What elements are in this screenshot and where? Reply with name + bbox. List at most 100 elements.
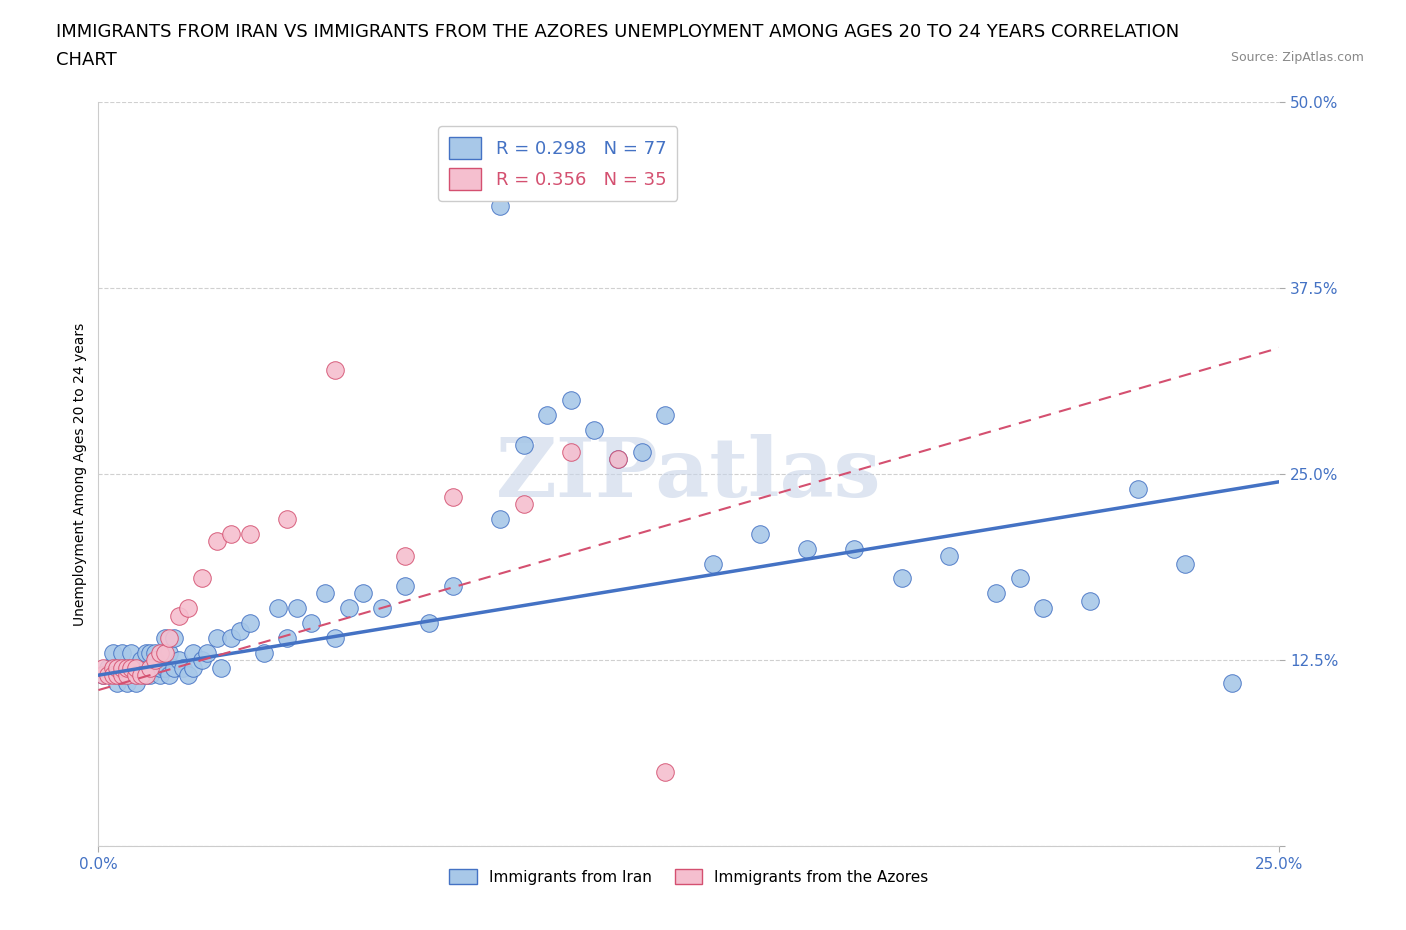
Text: ZIPatlas: ZIPatlas <box>496 434 882 514</box>
Point <box>191 653 214 668</box>
Point <box>654 764 676 779</box>
Point <box>163 660 186 675</box>
Point <box>135 668 157 683</box>
Point <box>157 631 180 645</box>
Y-axis label: Unemployment Among Ages 20 to 24 years: Unemployment Among Ages 20 to 24 years <box>73 323 87 626</box>
Point <box>101 660 124 675</box>
Point <box>984 586 1007 601</box>
Point <box>512 437 534 452</box>
Point <box>323 363 346 378</box>
Point <box>1032 601 1054 616</box>
Point <box>394 549 416 564</box>
Point <box>560 392 582 407</box>
Point <box>219 631 242 645</box>
Point <box>441 489 464 504</box>
Point <box>97 668 120 683</box>
Point <box>229 623 252 638</box>
Point <box>135 668 157 683</box>
Point <box>153 631 176 645</box>
Point <box>125 668 148 683</box>
Point <box>125 675 148 690</box>
Point <box>139 645 162 660</box>
Point <box>101 645 124 660</box>
Point <box>512 497 534 512</box>
Point <box>536 407 558 422</box>
Point <box>323 631 346 645</box>
Point <box>890 571 912 586</box>
Point <box>111 660 134 675</box>
Point <box>111 660 134 675</box>
Point <box>181 645 204 660</box>
Point <box>129 653 152 668</box>
Point <box>153 645 176 660</box>
Point <box>125 668 148 683</box>
Point <box>337 601 360 616</box>
Point <box>129 660 152 675</box>
Point <box>167 653 190 668</box>
Point <box>91 660 114 675</box>
Point <box>172 660 194 675</box>
Point <box>157 668 180 683</box>
Point <box>191 571 214 586</box>
Point <box>157 645 180 660</box>
Point <box>111 668 134 683</box>
Point <box>167 608 190 623</box>
Point <box>181 660 204 675</box>
Point <box>143 660 166 675</box>
Point <box>748 526 770 541</box>
Point <box>121 660 143 675</box>
Point <box>276 512 298 526</box>
Point <box>489 512 512 526</box>
Point <box>239 616 262 631</box>
Text: IMMIGRANTS FROM IRAN VS IMMIGRANTS FROM THE AZORES UNEMPLOYMENT AMONG AGES 20 TO: IMMIGRANTS FROM IRAN VS IMMIGRANTS FROM … <box>56 23 1180 41</box>
Point <box>702 556 724 571</box>
Point <box>219 526 242 541</box>
Point <box>583 422 606 437</box>
Point <box>149 660 172 675</box>
Point <box>1220 675 1243 690</box>
Point <box>489 199 512 214</box>
Text: CHART: CHART <box>56 51 117 69</box>
Point <box>115 675 138 690</box>
Point <box>177 668 200 683</box>
Point <box>97 660 120 675</box>
Point <box>111 645 134 660</box>
Point <box>418 616 440 631</box>
Point <box>607 452 630 467</box>
Point <box>177 601 200 616</box>
Point <box>253 645 276 660</box>
Point <box>630 445 652 459</box>
Point <box>267 601 290 616</box>
Point <box>115 668 138 683</box>
Point <box>441 578 464 593</box>
Point <box>115 668 138 683</box>
Point <box>153 660 176 675</box>
Text: Source: ZipAtlas.com: Source: ZipAtlas.com <box>1230 51 1364 64</box>
Point <box>844 541 866 556</box>
Point <box>129 668 152 683</box>
Point <box>163 631 186 645</box>
Point <box>91 668 114 683</box>
Point <box>125 660 148 675</box>
Point <box>149 668 172 683</box>
Point <box>1008 571 1031 586</box>
Point <box>796 541 818 556</box>
Point <box>1126 482 1149 497</box>
Point <box>121 645 143 660</box>
Legend: Immigrants from Iran, Immigrants from the Azores: Immigrants from Iran, Immigrants from th… <box>443 862 935 891</box>
Point <box>139 660 162 675</box>
Point <box>195 645 218 660</box>
Point <box>149 645 172 660</box>
Point <box>276 631 298 645</box>
Point <box>105 668 128 683</box>
Point <box>101 668 124 683</box>
Point <box>121 660 143 675</box>
Point <box>607 452 630 467</box>
Point <box>299 616 322 631</box>
Point <box>654 407 676 422</box>
Point <box>239 526 262 541</box>
Point <box>91 668 114 683</box>
Point <box>1174 556 1197 571</box>
Point <box>394 578 416 593</box>
Point <box>938 549 960 564</box>
